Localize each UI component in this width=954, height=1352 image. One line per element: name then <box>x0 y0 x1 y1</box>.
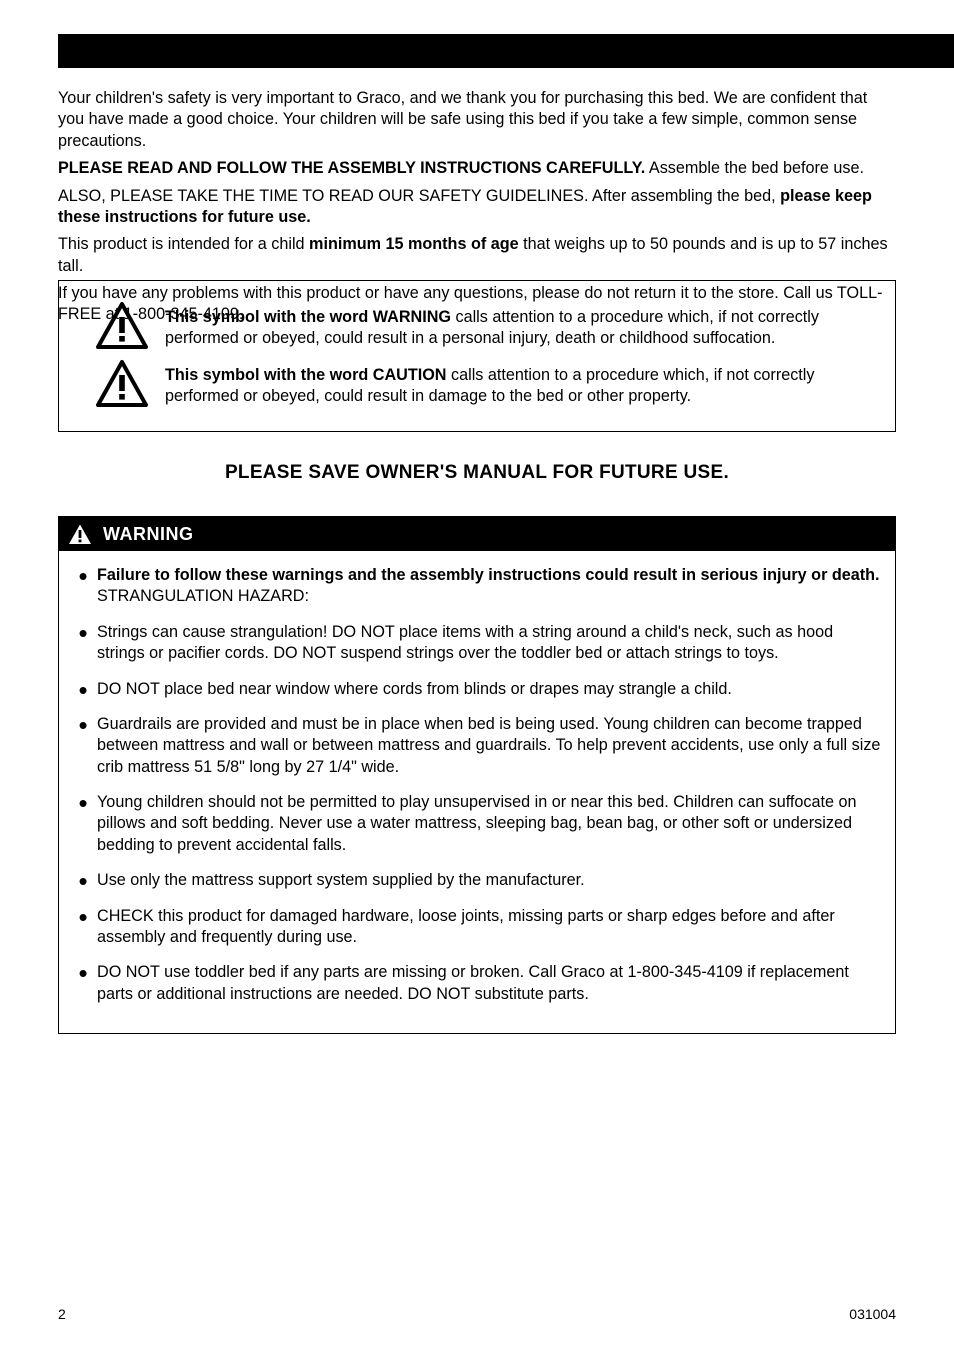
bullet-dot-icon: • <box>69 792 97 856</box>
warning-bullet: •Strings can cause strangulation! DO NOT… <box>69 622 885 665</box>
bullet-rest: STRANGULATION HAZARD: <box>97 587 309 605</box>
intro-p4-bold: minimum 15 months of age <box>309 235 519 253</box>
intro-p3: ALSO, PLEASE TAKE THE TIME TO READ OUR S… <box>58 186 896 229</box>
symbol-row-warning: This symbol with the word WARNING calls … <box>79 301 875 351</box>
bullet-text: Use only the mattress support system sup… <box>97 870 885 891</box>
intro-p4: This product is intended for a child min… <box>58 234 896 277</box>
bullet-text: Strings can cause strangulation! DO NOT … <box>97 622 885 665</box>
bullet-dot-icon: • <box>69 962 97 1005</box>
intro-p2-rest: Assemble the bed before use. <box>645 159 864 177</box>
caution-triangle-icon <box>79 359 165 409</box>
save-manual-line: PLEASE SAVE OWNER'S MANUAL FOR FUTURE US… <box>58 462 896 484</box>
warning-header-triangle-icon <box>67 523 93 546</box>
warning-bullet: •Use only the mattress support system su… <box>69 870 885 891</box>
bullet-dot-icon: • <box>69 679 97 700</box>
warning-bullet: •DO NOT place bed near window where cord… <box>69 679 885 700</box>
symbol-row-caution-text: This symbol with the word CAUTION calls … <box>165 359 875 408</box>
symbol-row-warning-text: This symbol with the word WARNING calls … <box>165 301 875 350</box>
warning-bullet: •Young children should not be permitted … <box>69 792 885 856</box>
footer-code: 031004 <box>849 1306 896 1322</box>
symbol-caution-lead: This symbol with the word CAUTION <box>165 366 447 384</box>
intro-p3-pre: ALSO, PLEASE TAKE THE TIME TO READ OUR S… <box>58 187 780 205</box>
warning-header-label: WARNING <box>103 524 194 545</box>
warning-box: WARNING •Failure to follow these warning… <box>58 516 896 1034</box>
page-number: 2 <box>58 1306 66 1322</box>
bullet-dot-icon: • <box>69 622 97 665</box>
warning-header: WARNING <box>59 517 895 551</box>
bullet-text: Guardrails are provided and must be in p… <box>97 714 885 778</box>
bullet-dot-icon: • <box>69 565 97 608</box>
warning-body: •Failure to follow these warnings and th… <box>59 551 895 1033</box>
symbol-warning-lead: This symbol with the word WARNING <box>165 308 451 326</box>
intro-p2-lead: PLEASE READ AND FOLLOW THE ASSEMBLY INST… <box>58 159 645 177</box>
bullet-dot-icon: • <box>69 714 97 778</box>
intro-p1: Your children's safety is very important… <box>58 88 896 152</box>
bullet-text: CHECK this product for damaged hardware,… <box>97 906 885 949</box>
warning-bullet: •Guardrails are provided and must be in … <box>69 714 885 778</box>
bullet-dot-icon: • <box>69 906 97 949</box>
symbol-definitions-box: This symbol with the word WARNING calls … <box>58 280 896 432</box>
bullet-dot-icon: • <box>69 870 97 891</box>
warning-bullet: •CHECK this product for damaged hardware… <box>69 906 885 949</box>
bullet-text: Failure to follow these warnings and the… <box>97 565 885 608</box>
warning-bullet: •Failure to follow these warnings and th… <box>69 565 885 608</box>
bullet-bold: Failure to follow these warnings and the… <box>97 566 880 584</box>
intro-p4-pre: This product is intended for a child <box>58 235 309 253</box>
header-black-bar <box>58 34 954 68</box>
symbol-row-caution: This symbol with the word CAUTION calls … <box>79 359 875 409</box>
bullet-text: DO NOT place bed near window where cords… <box>97 679 885 700</box>
intro-p2: PLEASE READ AND FOLLOW THE ASSEMBLY INST… <box>58 158 896 179</box>
page-footer: 2 031004 <box>58 1306 896 1322</box>
warning-bullet: •DO NOT use toddler bed if any parts are… <box>69 962 885 1005</box>
bullet-text: Young children should not be permitted t… <box>97 792 885 856</box>
bullet-text: DO NOT use toddler bed if any parts are … <box>97 962 885 1005</box>
warning-triangle-icon <box>79 301 165 351</box>
